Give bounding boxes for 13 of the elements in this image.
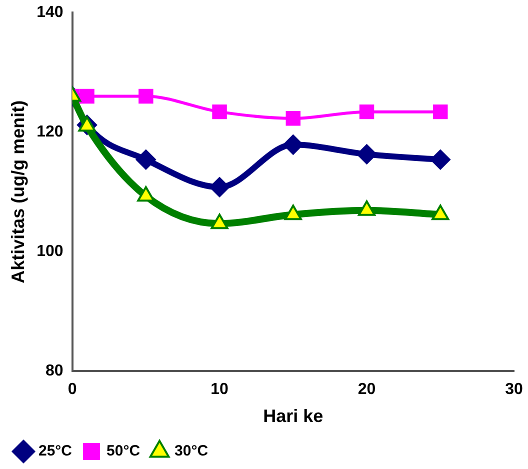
x-tick-label: 10 bbox=[210, 381, 229, 398]
x-tick-label: 0 bbox=[68, 381, 77, 398]
legend-label: 25°C bbox=[38, 442, 72, 460]
x-tick-label: 30 bbox=[505, 381, 523, 398]
legend-label: 50°C bbox=[106, 442, 140, 460]
y-tick-label: 140 bbox=[36, 4, 64, 22]
y-axis-title: Aktivitas (ug/g menit) bbox=[8, 100, 28, 284]
y-tick-label: 100 bbox=[36, 243, 64, 260]
x-tick-label: 20 bbox=[358, 381, 376, 398]
y-tick-label: 80 bbox=[46, 362, 64, 380]
x-axis-title: Hari ke bbox=[263, 406, 324, 426]
y-tick-label: 120 bbox=[36, 124, 64, 141]
legend-label: 30°C bbox=[174, 442, 208, 460]
